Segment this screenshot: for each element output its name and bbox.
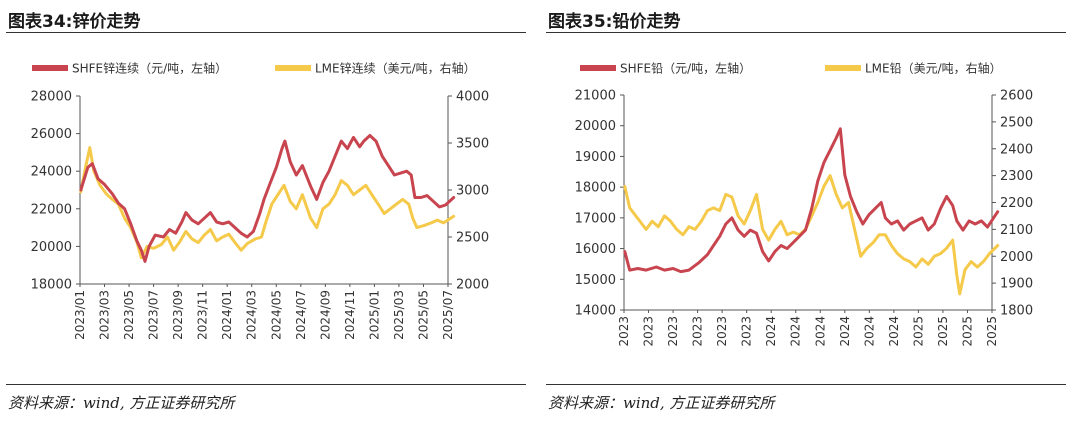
x-tick-label: 2023	[691, 316, 705, 347]
x-tick-label: 2023/11	[196, 290, 210, 340]
x-tick-label: 2023/01	[73, 290, 87, 340]
left-tick-label: 22000	[31, 202, 72, 217]
left-tick-label: 17000	[575, 211, 616, 226]
x-tick-label: 2023/03	[98, 290, 112, 340]
left-tick-label: 15000	[575, 273, 616, 288]
x-tick-label: 2025/03	[392, 290, 406, 340]
x-tick-label: 2023	[617, 316, 631, 347]
legend-label: SHFE铅（元/吨，左轴）	[620, 61, 751, 76]
left-tick-label: 21000	[575, 89, 616, 104]
right-tick-label: 2600	[1000, 89, 1033, 104]
right-tick-label: 2200	[1000, 196, 1033, 211]
x-tick-label: 2025/05	[416, 290, 430, 340]
left-tick-label: 20000	[575, 119, 616, 134]
x-tick-label: 2024/11	[343, 290, 357, 340]
right-tick-label: 2100	[1000, 223, 1033, 238]
x-tick-label: 2024/01	[220, 290, 234, 340]
x-tick-label: 2024/03	[245, 290, 259, 340]
x-tick-label: 2023	[740, 316, 754, 347]
zinc-price-panel: 图表34:锌价走势 SHFE锌连续（元/吨，左轴） LME锌连续（美元/吨，右轴）…	[6, 12, 526, 412]
right-tick-label: 2300	[1000, 169, 1033, 184]
x-tick-label: 2025	[960, 316, 974, 347]
right-tick-label: 2500	[1000, 115, 1033, 130]
x-tick-label: 2025	[936, 316, 950, 347]
right-tick-label: 1800	[1000, 304, 1033, 319]
x-tick-label: 2023/09	[171, 290, 185, 340]
legend-label: LME铅（美元/吨，右轴）	[865, 61, 1002, 76]
right-tick-label: 3500	[456, 137, 489, 152]
title-divider	[546, 32, 1066, 33]
x-tick-label: 2024	[887, 316, 901, 347]
x-tick-label: 2025/01	[367, 290, 381, 340]
x-tick-label: 2024	[862, 316, 876, 347]
right-tick-label: 3000	[456, 184, 489, 199]
x-tick-label: 2024/09	[318, 290, 332, 340]
figure-title: 图表34:锌价走势	[8, 12, 141, 32]
x-tick-label: 2024	[838, 316, 852, 347]
x-tick-label: 2025	[985, 316, 999, 347]
left-tick-label: 19000	[575, 150, 616, 165]
source-divider	[6, 384, 526, 385]
right-tick-label: 2000	[1000, 250, 1033, 265]
x-tick-label: 2023/05	[122, 290, 136, 340]
left-tick-label: 26000	[31, 127, 72, 142]
left-tick-label: 14000	[575, 304, 616, 319]
right-tick-label: 2500	[456, 231, 489, 246]
series-line	[79, 134, 456, 263]
title-divider	[6, 32, 526, 33]
x-tick-label: 2024	[789, 316, 803, 347]
legend-label: LME锌连续（美元/吨，右轴）	[315, 61, 476, 76]
source-note: 资料来源：wind, 方正证券研究所	[8, 394, 235, 412]
x-tick-label: 2023	[642, 316, 656, 347]
right-tick-label: 1900	[1000, 277, 1033, 292]
x-tick-label: 2025	[911, 316, 925, 347]
left-tick-label: 20000	[31, 240, 72, 255]
series-line	[623, 174, 1000, 296]
x-tick-label: 2025/07	[441, 290, 455, 340]
left-tick-label: 18000	[575, 181, 616, 196]
right-tick-label: 2400	[1000, 142, 1033, 157]
left-tick-label: 24000	[31, 165, 72, 180]
left-tick-label: 18000	[31, 278, 72, 293]
series-line	[623, 127, 1000, 274]
x-tick-label: 2023	[666, 316, 680, 347]
lead-price-panel: 图表35:铅价走势 SHFE铅（元/吨，左轴） LME铅（美元/吨，右轴） 1400…	[540, 0, 1080, 427]
right-tick-label: 4000	[456, 90, 489, 105]
left-tick-label: 16000	[575, 242, 616, 257]
figure-title: 图表35:铅价走势	[548, 12, 681, 32]
x-tick-label: 2024/07	[294, 290, 308, 340]
x-tick-label: 2024	[764, 316, 778, 347]
lead-price-chart: SHFE铅（元/吨，左轴） LME铅（美元/吨，右轴） 14000 15000 1600…	[575, 61, 1033, 347]
right-tick-label: 2000	[456, 278, 489, 293]
x-tick-label: 2024	[813, 316, 827, 347]
legend-label: SHFE锌连续（元/吨，左轴）	[72, 61, 227, 76]
zinc-price-chart: SHFE锌连续（元/吨，左轴） LME锌连续（美元/吨，右轴） 18000 20000…	[31, 61, 489, 340]
source-note: 资料来源：wind, 方正证券研究所	[548, 394, 775, 412]
x-tick-label: 2023	[715, 316, 729, 347]
x-tick-label: 2023/07	[147, 290, 161, 340]
left-tick-label: 28000	[31, 90, 72, 105]
x-tick-label: 2024/05	[269, 290, 283, 340]
source-divider	[546, 384, 1066, 385]
